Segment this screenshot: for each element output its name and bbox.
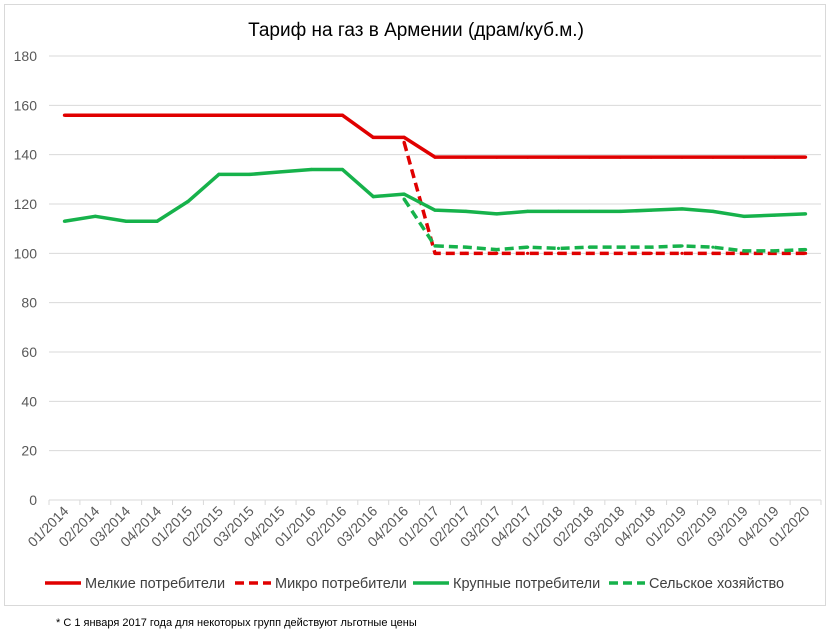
y-tick-label: 160 <box>14 97 38 113</box>
legend-label: Крупные потребители <box>453 576 600 592</box>
data-point <box>124 219 128 223</box>
series-line-2 <box>402 141 806 256</box>
data-point <box>680 244 684 248</box>
data-point <box>587 209 592 213</box>
data-point <box>309 167 314 172</box>
data-point <box>464 209 468 213</box>
data-point <box>711 155 715 159</box>
data-point <box>433 155 437 159</box>
data-point <box>618 209 622 213</box>
data-point <box>711 209 715 213</box>
y-tick-label: 40 <box>21 393 37 409</box>
data-point <box>93 214 97 218</box>
data-point <box>803 155 808 159</box>
legend-label: Микро потребители <box>275 576 407 592</box>
y-tick-label: 180 <box>14 48 38 64</box>
data-point <box>309 113 314 117</box>
data-point <box>680 155 684 159</box>
legend-label: Мелкие потребители <box>85 576 225 592</box>
chart-area: Тариф на газ в Армении (драм/куб.м.) 0 20 4… <box>4 4 826 606</box>
data-point <box>556 209 561 213</box>
data-point <box>402 135 406 139</box>
data-point <box>371 195 375 199</box>
data-point <box>526 209 530 213</box>
y-tick-label: 20 <box>21 443 37 459</box>
data-point <box>711 245 715 249</box>
data-point <box>618 251 622 255</box>
data-point <box>62 219 67 223</box>
data-point <box>803 248 808 252</box>
series-line-4 <box>402 198 806 253</box>
data-point <box>526 155 530 159</box>
data-point <box>186 199 190 204</box>
y-tick-label: 120 <box>14 196 38 212</box>
data-point <box>217 172 221 176</box>
data-point <box>742 249 746 253</box>
chart-title: Тариф на газ в Армении (драм/куб.м.) <box>248 20 584 41</box>
data-point <box>711 251 715 255</box>
data-point <box>402 197 406 201</box>
series-line-3 <box>64 167 806 224</box>
data-point <box>556 155 561 159</box>
data-point <box>248 172 252 176</box>
data-point <box>248 113 252 117</box>
data-point <box>402 192 406 196</box>
data-point <box>773 155 777 159</box>
data-point <box>495 212 499 216</box>
series-line-1 <box>64 113 806 159</box>
y-tick-label: 100 <box>14 245 38 261</box>
y-tick-label: 60 <box>21 344 37 360</box>
data-point <box>495 251 499 255</box>
data-point <box>464 251 468 255</box>
data-point <box>217 113 221 117</box>
data-point <box>556 251 561 255</box>
data-point <box>649 251 653 255</box>
data-point <box>495 248 499 252</box>
data-point <box>587 245 592 249</box>
data-point <box>773 213 777 217</box>
data-point <box>742 214 746 218</box>
data-point <box>433 244 437 248</box>
legend-label: Сельское хозяйство <box>649 576 784 592</box>
data-point <box>340 167 344 172</box>
data-point <box>526 251 530 255</box>
data-point <box>155 113 159 117</box>
data-point <box>742 155 746 159</box>
data-point <box>526 245 530 249</box>
data-point <box>402 140 406 144</box>
data-point <box>433 251 437 255</box>
y-tick-label: 80 <box>21 295 37 311</box>
data-point <box>680 251 684 255</box>
data-point <box>62 113 67 117</box>
data-point <box>680 207 684 211</box>
data-point <box>803 212 808 216</box>
data-point <box>464 245 468 249</box>
data-point <box>433 208 437 212</box>
data-point <box>587 251 592 255</box>
data-point <box>93 113 97 117</box>
line-chart: Тариф на газ в Армении (драм/куб.м.) 0 20 4… <box>14 20 822 592</box>
data-point <box>803 251 808 255</box>
data-point <box>279 170 283 174</box>
data-point <box>556 246 561 250</box>
data-point <box>618 155 622 159</box>
data-point <box>773 249 777 253</box>
data-point <box>649 208 653 212</box>
data-point <box>587 155 592 159</box>
footnote: * С 1 января 2017 года для некоторых гру… <box>56 617 417 629</box>
data-point <box>124 113 128 117</box>
data-point <box>495 155 499 159</box>
data-point <box>186 113 190 117</box>
y-tick-label: 140 <box>14 147 38 163</box>
data-point <box>649 245 653 249</box>
data-point <box>155 219 159 223</box>
y-tick-label: 0 <box>29 492 37 508</box>
data-point <box>464 155 468 159</box>
data-point <box>279 113 283 117</box>
data-point <box>618 245 622 249</box>
data-point <box>371 135 375 139</box>
data-point <box>649 155 653 159</box>
data-point <box>340 113 344 117</box>
